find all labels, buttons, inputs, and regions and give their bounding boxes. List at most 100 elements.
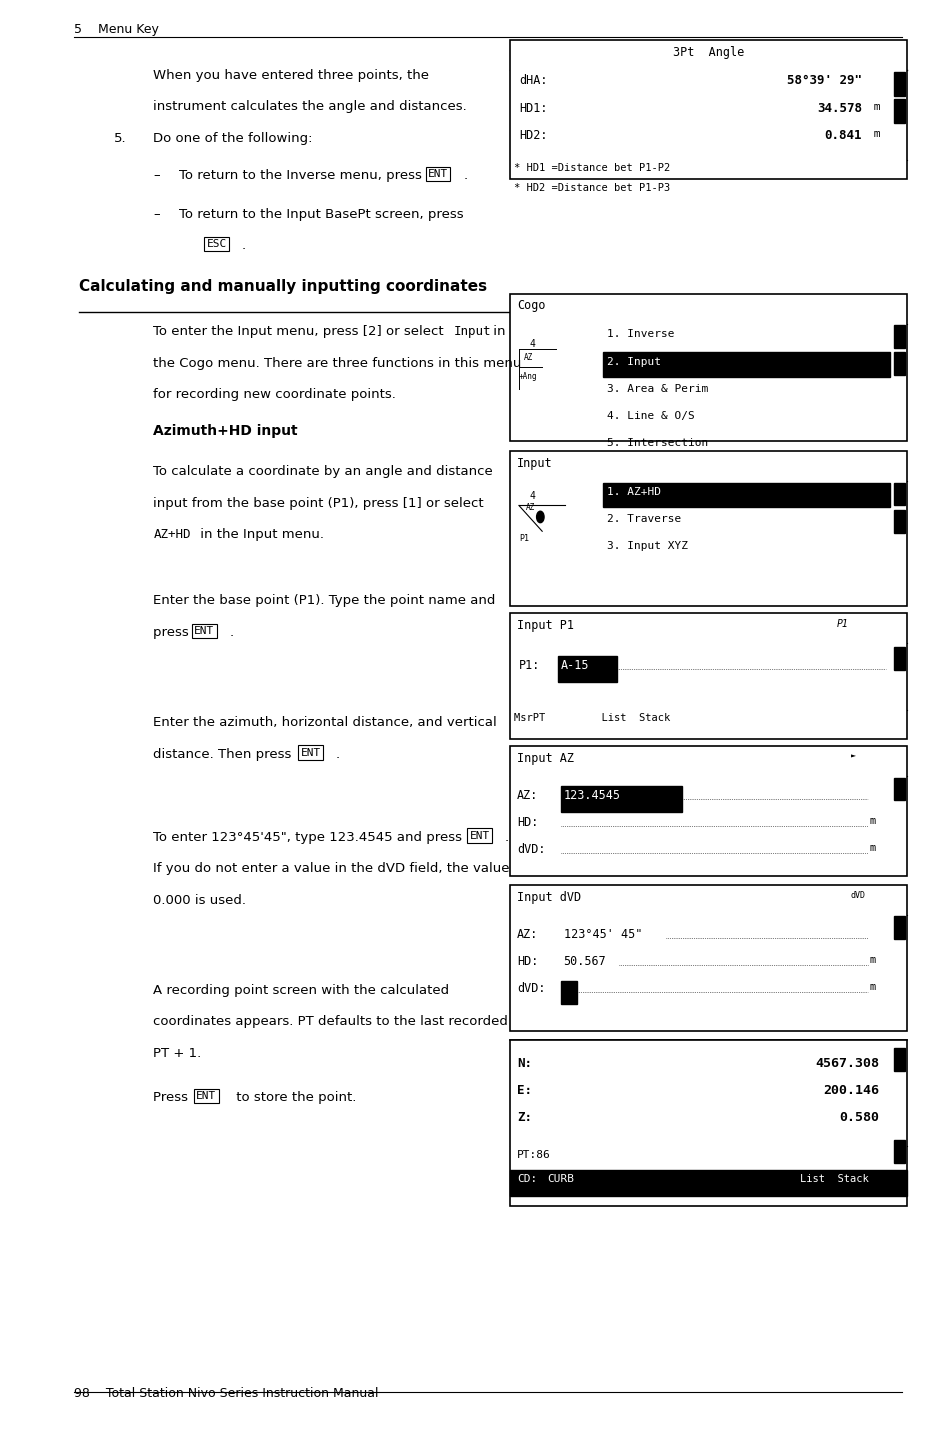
Text: for recording new coordinate points.: for recording new coordinate points. — [153, 388, 396, 401]
Text: To return to the Input BasePt screen, press: To return to the Input BasePt screen, pr… — [179, 208, 463, 221]
Text: Cogo: Cogo — [517, 299, 546, 312]
Text: MsrPT         List  Stack: MsrPT List Stack — [514, 713, 671, 723]
Text: 4. Line & O/S: 4. Line & O/S — [607, 411, 695, 421]
Text: Input: Input — [454, 325, 491, 338]
Text: N:: N: — [517, 1057, 532, 1070]
Text: AZ:: AZ: — [517, 928, 538, 941]
Text: in the Input menu.: in the Input menu. — [196, 528, 325, 541]
Text: 0.841: 0.841 — [825, 129, 862, 142]
Bar — [510, 451, 907, 606]
Text: To enter 123°45'45", type 123.4545 and press: To enter 123°45'45", type 123.4545 and p… — [153, 831, 467, 843]
Bar — [603, 483, 890, 507]
Text: * HD1 =Distance bet P1-P2: * HD1 =Distance bet P1-P2 — [514, 163, 671, 173]
Text: ►: ► — [851, 752, 856, 760]
Text: 123°45' 45": 123°45' 45" — [564, 928, 642, 941]
Text: 1. Inverse: 1. Inverse — [607, 329, 675, 339]
Text: –: – — [153, 208, 160, 221]
Text: dHA:: dHA: — [519, 74, 548, 87]
Bar — [561, 981, 577, 1004]
Text: P1: P1 — [837, 619, 849, 629]
Text: 200.146: 200.146 — [823, 1084, 879, 1097]
Text: ESC: ESC — [206, 239, 227, 249]
Text: 5. Intersection: 5. Intersection — [607, 438, 709, 448]
Text: 2. Input: 2. Input — [607, 357, 661, 367]
Bar — [894, 99, 905, 123]
Bar — [894, 1140, 905, 1163]
Text: P1:: P1: — [519, 659, 540, 672]
Text: m: m — [867, 129, 881, 139]
Text: .: . — [242, 239, 246, 252]
Text: * HD2 =Distance bet P1-P3: * HD2 =Distance bet P1-P3 — [514, 183, 671, 193]
Bar — [894, 510, 905, 533]
Text: m: m — [870, 982, 876, 992]
Text: ENT: ENT — [300, 748, 321, 758]
Text: .: . — [505, 831, 509, 843]
Text: AZ: AZ — [524, 354, 533, 362]
Text: A recording point screen with the calculated: A recording point screen with the calcul… — [153, 984, 449, 997]
Bar — [510, 1170, 907, 1196]
Text: AZ: AZ — [525, 503, 535, 511]
Text: 4567.308: 4567.308 — [815, 1057, 879, 1070]
Text: P1: P1 — [519, 534, 529, 543]
Bar — [510, 294, 907, 441]
Bar — [510, 613, 907, 739]
Text: +Ang: +Ang — [519, 371, 538, 381]
Text: 3Pt  Angle: 3Pt Angle — [672, 46, 744, 59]
Text: HD1:: HD1: — [519, 102, 548, 115]
Text: .: . — [336, 748, 339, 760]
Text: .: . — [463, 169, 467, 182]
Text: ENT: ENT — [470, 831, 490, 841]
Text: 0.000 is used.: 0.000 is used. — [153, 894, 246, 906]
Text: Calculating and manually inputting coordinates: Calculating and manually inputting coord… — [79, 279, 487, 294]
Text: Do one of the following:: Do one of the following: — [153, 132, 313, 145]
Text: .: . — [230, 626, 233, 639]
Bar — [510, 40, 907, 179]
Text: 98    Total Station Nivo Series Instruction Manual: 98 Total Station Nivo Series Instruction… — [74, 1388, 379, 1400]
Text: 5    Menu Key: 5 Menu Key — [74, 23, 159, 36]
Text: instrument calculates the angle and distances.: instrument calculates the angle and dist… — [153, 100, 467, 113]
Text: To enter the Input menu, press [2] or select: To enter the Input menu, press [2] or se… — [153, 325, 448, 338]
Text: Enter the azimuth, horizontal distance, and vertical: Enter the azimuth, horizontal distance, … — [153, 716, 498, 729]
Text: 123.4545: 123.4545 — [564, 789, 620, 802]
Text: input from the base point (P1), press [1] or select: input from the base point (P1), press [1… — [153, 497, 485, 510]
Text: Press: Press — [153, 1091, 193, 1104]
Bar — [561, 786, 682, 812]
Text: 4: 4 — [530, 491, 536, 501]
Text: to store the point.: to store the point. — [232, 1091, 356, 1104]
Text: distance. Then press: distance. Then press — [153, 748, 296, 760]
Text: Z:: Z: — [517, 1111, 532, 1124]
Text: If you do not enter a value in the dVD field, the value: If you do not enter a value in the dVD f… — [153, 862, 510, 875]
Text: dVD:: dVD: — [517, 982, 546, 995]
Text: CD:: CD: — [517, 1174, 538, 1184]
Text: m: m — [870, 816, 876, 826]
Text: To return to the Inverse menu, press: To return to the Inverse menu, press — [179, 169, 426, 182]
Text: AZ+HD: AZ+HD — [153, 528, 191, 541]
Text: HD:: HD: — [517, 816, 538, 829]
Text: press: press — [153, 626, 193, 639]
Bar — [510, 1040, 907, 1206]
Text: –: – — [153, 169, 160, 182]
Text: HD2:: HD2: — [519, 129, 548, 142]
Text: dVD: dVD — [851, 891, 866, 899]
Text: When you have entered three points, the: When you have entered three points, the — [153, 69, 430, 82]
Text: Input AZ: Input AZ — [517, 752, 574, 765]
Bar — [603, 352, 890, 377]
Text: HD:: HD: — [517, 955, 538, 968]
Text: Azimuth+HD input: Azimuth+HD input — [153, 424, 299, 438]
Text: ENT: ENT — [428, 169, 448, 179]
Text: Input: Input — [517, 457, 552, 470]
Text: m: m — [867, 102, 881, 112]
Bar — [894, 916, 905, 939]
Text: dVD:: dVD: — [517, 843, 546, 856]
Text: AZ:: AZ: — [517, 789, 538, 802]
Bar — [894, 647, 905, 670]
Circle shape — [537, 511, 544, 523]
Bar — [894, 352, 905, 375]
Text: Enter the base point (P1). Type the point name and: Enter the base point (P1). Type the poin… — [153, 594, 496, 607]
Text: 2. Traverse: 2. Traverse — [607, 514, 682, 524]
Text: 3. Area & Perim: 3. Area & Perim — [607, 384, 709, 394]
Bar — [510, 885, 907, 1031]
Bar — [558, 656, 617, 682]
Bar — [894, 72, 905, 96]
Text: CURB: CURB — [547, 1174, 574, 1184]
